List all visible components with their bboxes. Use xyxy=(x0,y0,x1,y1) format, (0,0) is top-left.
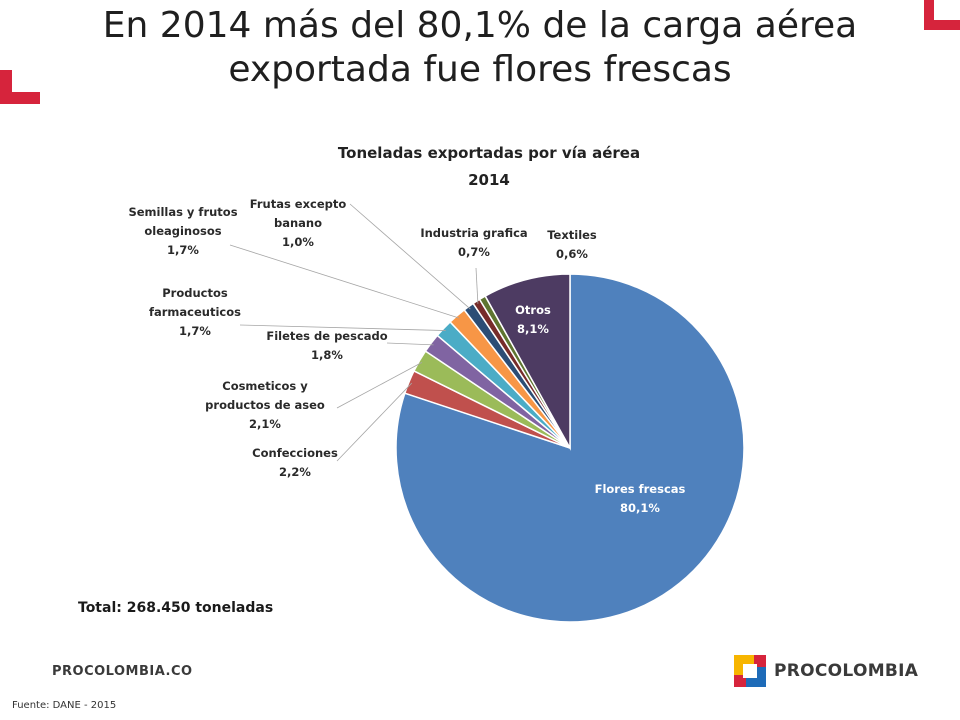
procolombia-logo-icon xyxy=(734,655,766,687)
slice-label-0: Flores frescas 80,1% xyxy=(595,482,686,515)
pie-slice-9 xyxy=(484,273,571,451)
brand-name: PROCOLOMBIA xyxy=(774,661,919,681)
chart-subtitle: 2014 xyxy=(468,171,510,189)
slice-label-6: Frutas excepto banano 1,0% xyxy=(250,197,347,249)
chart-title: Toneladas exportadas por vía aérea xyxy=(338,144,640,162)
leader-line-1 xyxy=(336,382,413,462)
slice-label-4: Productos farmaceuticos 1,7% xyxy=(149,286,241,338)
slice-label-3: Filetes de pescado 1,8% xyxy=(266,329,387,362)
leader-line-5 xyxy=(229,244,460,319)
slide-title-line1: En 2014 más del 80,1% de la carga aérea xyxy=(102,5,858,46)
total-label: Total: 268.450 toneladas xyxy=(78,600,274,616)
leader-line-2 xyxy=(336,361,423,409)
slide-title-line2: exportada fue flores frescas xyxy=(228,49,732,90)
slice-label-5: Semillas y frutos oleaginosos 1,7% xyxy=(128,205,237,257)
slice-label-7: Industria grafica 0,7% xyxy=(420,226,527,259)
slice-label-9: Otros 8,1% xyxy=(515,303,551,336)
corner-mark-left xyxy=(0,70,40,104)
slide-title: En 2014 más del 80,1% de la carga aérea … xyxy=(40,4,920,92)
slice-label-8: Textiles 0,6% xyxy=(547,228,597,261)
leader-line-6 xyxy=(349,203,471,310)
slice-label-2: Cosmeticos y productos de aseo 2,1% xyxy=(205,379,325,431)
slice-label-1: Confecciones 2,2% xyxy=(252,446,338,479)
leader-line-4 xyxy=(239,324,446,331)
source-note: Fuente: DANE - 2015 xyxy=(12,700,117,711)
website-link[interactable]: PROCOLOMBIA.CO xyxy=(52,664,193,679)
leader-line-7 xyxy=(475,267,479,304)
corner-mark-top-right xyxy=(924,0,960,30)
brand-logo: PROCOLOMBIA xyxy=(734,655,918,687)
leader-line-3 xyxy=(386,342,434,346)
